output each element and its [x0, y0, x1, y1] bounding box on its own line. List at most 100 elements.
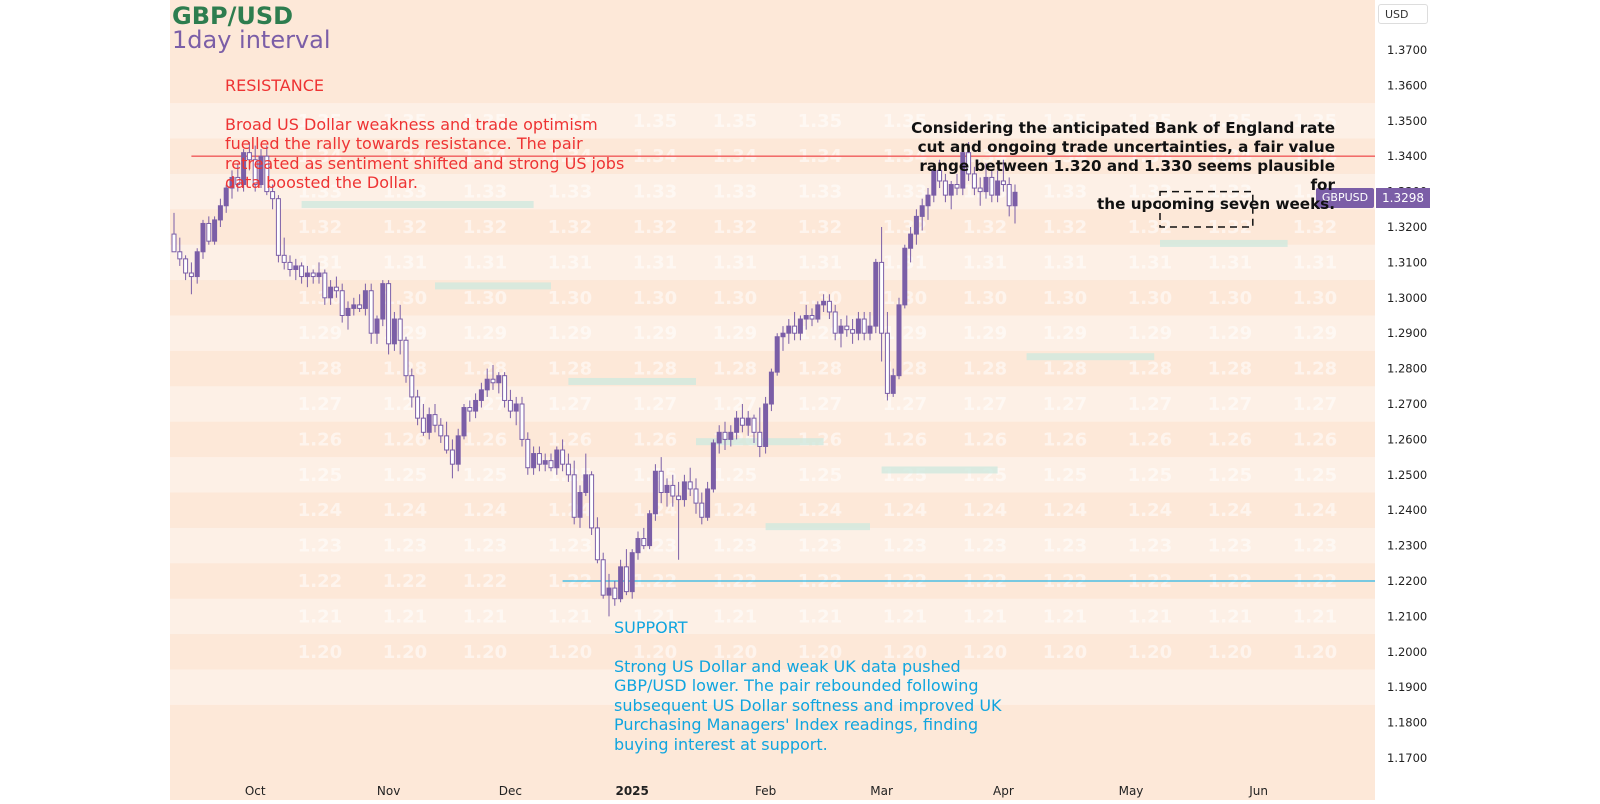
watermark-level-label: 1.33: [463, 182, 507, 203]
watermark-level-label: 1.32: [713, 217, 757, 238]
candlestick-chart[interactable]: 1.35 1.35 1.35 1.35 1.35 1.35 1.35 1.35 1.35 1.35…: [170, 0, 1430, 800]
watermark-level-label: 1.20: [798, 642, 842, 663]
watermark-level-label: 1.26: [1128, 429, 1172, 450]
candle-body: [386, 283, 392, 345]
candle-body: [212, 219, 218, 242]
watermark-level-label: 1.21: [1043, 606, 1087, 627]
watermark-level-label: 1.35: [298, 111, 342, 132]
candle-body: [995, 180, 1001, 196]
watermark-level-label: 1.25: [713, 465, 757, 486]
y-tick-label: 1.1700: [1387, 751, 1427, 765]
watermark-level-label: 1.28: [463, 359, 507, 380]
outlook-annotation: Considering the anticipated Bank of Engl…: [911, 119, 1335, 213]
watermark-level-label: 1.25: [1293, 465, 1337, 486]
watermark-level-label: 1.29: [1208, 323, 1252, 344]
last-price-tag: 1.3298: [1376, 188, 1430, 208]
candle-body: [496, 375, 502, 384]
watermark-level-label: 1.33: [298, 182, 342, 203]
candle-body: [705, 488, 711, 518]
watermark-level-label: 1.30: [548, 288, 592, 309]
watermark-level-label: 1.30: [963, 288, 1007, 309]
watermark-level-label: 1.20: [963, 642, 1007, 663]
watermark-level-label: 1.22: [298, 571, 342, 592]
candle-body: [606, 587, 612, 596]
y-tick-label: 1.3000: [1387, 291, 1427, 305]
watermark-level-label: 1.28: [633, 359, 677, 380]
candle-body: [333, 286, 339, 292]
background-band: [170, 527, 1375, 564]
candle-body: [188, 272, 194, 278]
candle-body: [473, 399, 479, 412]
candle-body: [304, 272, 310, 278]
watermark-level-label: 1.27: [1043, 394, 1087, 415]
highlight-zone: [568, 377, 696, 385]
watermark-level-label: 1.23: [798, 536, 842, 557]
candle-body: [1012, 191, 1018, 207]
candle-body: [861, 318, 867, 334]
candle-body: [676, 495, 682, 501]
candle-body: [571, 474, 577, 518]
watermark-level-label: 1.33: [798, 182, 842, 203]
candle-body: [339, 290, 345, 317]
chart-area[interactable]: 1.35 1.35 1.35 1.35 1.35 1.35 1.35 1.35 1.35 1.35…: [170, 0, 1430, 800]
watermark-level-label: 1.32: [798, 217, 842, 238]
watermark-level-label: 1.29: [713, 323, 757, 344]
candle-body: [455, 435, 461, 465]
watermark-level-label: 1.27: [298, 394, 342, 415]
highlight-zone: [765, 523, 870, 531]
candle-body: [670, 484, 676, 497]
watermark-level-label: 1.23: [1043, 536, 1087, 557]
candle-body: [600, 559, 606, 596]
candle-body: [1000, 180, 1006, 186]
watermark-level-label: 1.35: [633, 111, 677, 132]
candle-body: [322, 272, 328, 299]
background-band: [170, 244, 1375, 281]
candle-body: [478, 389, 484, 401]
candle-body: [200, 222, 206, 253]
watermark-level-label: 1.29: [1293, 323, 1337, 344]
watermark-level-label: 1.30: [1128, 288, 1172, 309]
candle-body: [548, 460, 554, 469]
watermark-level-label: 1.24: [798, 500, 842, 521]
candle-body: [612, 587, 618, 600]
candle-body: [374, 318, 380, 334]
x-tick-label: Apr: [993, 784, 1014, 798]
candle-body: [664, 484, 670, 494]
watermark-level-label: 1.32: [1208, 217, 1252, 238]
candle-body: [821, 300, 827, 306]
watermark-level-label: 1.23: [548, 536, 592, 557]
watermark-level-label: 1.21: [463, 606, 507, 627]
candle-body: [525, 438, 531, 469]
candle-body: [264, 155, 270, 193]
candle-body: [502, 375, 508, 401]
watermark-level-label: 1.35: [713, 111, 757, 132]
watermark-level-label: 1.20: [463, 642, 507, 663]
watermark-level-label: 1.35: [963, 111, 1007, 132]
candle-body: [908, 233, 914, 249]
currency-label[interactable]: USD: [1378, 4, 1428, 24]
candle-body: [542, 460, 548, 465]
watermark-level-label: 1.35: [1043, 111, 1087, 132]
watermark-level-label: 1.30: [383, 288, 427, 309]
watermark-level-label: 1.24: [1128, 500, 1172, 521]
watermark-level-label: 1.26: [963, 429, 1007, 450]
candle-body: [194, 251, 200, 278]
candle-body: [519, 403, 525, 440]
y-tick-label: 1.3600: [1387, 78, 1427, 92]
highlight-zone: [301, 200, 534, 208]
support-title: SUPPORT: [614, 617, 688, 637]
symbol-tag: GBPUSD: [1316, 188, 1374, 208]
watermark-level-label: 1.25: [1208, 465, 1252, 486]
candle-body: [565, 463, 571, 476]
candle-body: [594, 527, 600, 561]
highlight-zone: [881, 466, 998, 474]
watermark-level-label: 1.25: [383, 465, 427, 486]
watermark-level-label: 1.25: [1128, 465, 1172, 486]
watermark-level-label: 1.35: [1128, 111, 1172, 132]
candle-body: [757, 431, 763, 447]
watermark-level-label: 1.29: [963, 323, 1007, 344]
watermark-level-label: 1.35: [798, 111, 842, 132]
highlight-zone: [435, 282, 551, 290]
support-annotation: SUPPORT Strong US Dollar and weak UK dat…: [614, 598, 1044, 774]
candle-body: [966, 152, 972, 175]
